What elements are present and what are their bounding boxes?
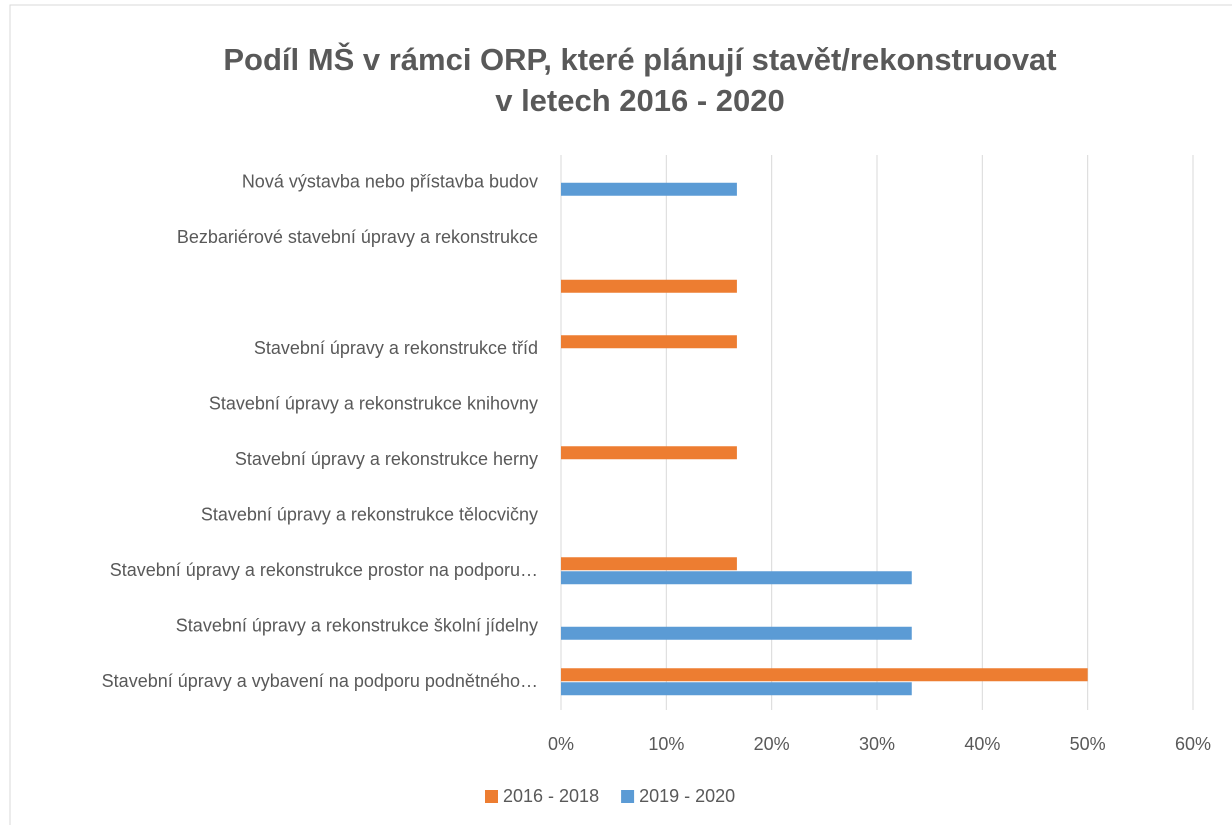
legend-label: 2019 - 2020 <box>639 786 735 806</box>
y-tick-label: Stavební úpravy a rekonstrukce knihovny <box>209 394 538 414</box>
y-tick-label: Stavební úpravy a rekonstrukce prostor n… <box>110 560 538 580</box>
x-tick-label: 20% <box>754 734 790 754</box>
bar <box>561 182 737 196</box>
bar <box>561 557 737 571</box>
x-tick-label: 40% <box>964 734 1000 754</box>
x-tick-label: 30% <box>859 734 895 754</box>
legend-label: 2016 - 2018 <box>503 786 599 806</box>
legend-swatch <box>485 790 498 803</box>
chart-title: v letech 2016 - 2020 <box>495 83 785 118</box>
y-tick-label: Stavební úpravy a vybavení na podporu po… <box>102 671 538 691</box>
y-tick-label: Stavební úpravy a rekonstrukce tělocvičn… <box>201 505 538 525</box>
y-tick-label: Nová výstavba nebo přístavba budov <box>242 172 538 192</box>
bar <box>561 279 737 293</box>
legend-swatch <box>621 790 635 803</box>
bar <box>561 682 912 696</box>
y-tick-label: Stavební úpravy a rekonstrukce školní jí… <box>176 616 538 636</box>
y-tick-label: Bezbariérové stavební úpravy a rekonstru… <box>177 227 538 247</box>
x-tick-label: 50% <box>1070 734 1106 754</box>
x-tick-label: 10% <box>648 734 684 754</box>
x-tick-label: 60% <box>1175 734 1211 754</box>
bar <box>561 446 737 460</box>
x-tick-label: 0% <box>548 734 574 754</box>
bar <box>561 668 1088 682</box>
y-tick-label: Stavební úpravy a rekonstrukce tříd <box>254 338 538 358</box>
y-tick-label: Stavební úpravy a rekonstrukce herny <box>235 449 538 469</box>
bar <box>561 571 912 585</box>
bar <box>561 626 912 640</box>
chart-frame <box>9 4 1232 830</box>
chart-title: Podíl MŠ v rámci ORP, které plánují stav… <box>223 41 1056 77</box>
bar <box>561 335 737 349</box>
